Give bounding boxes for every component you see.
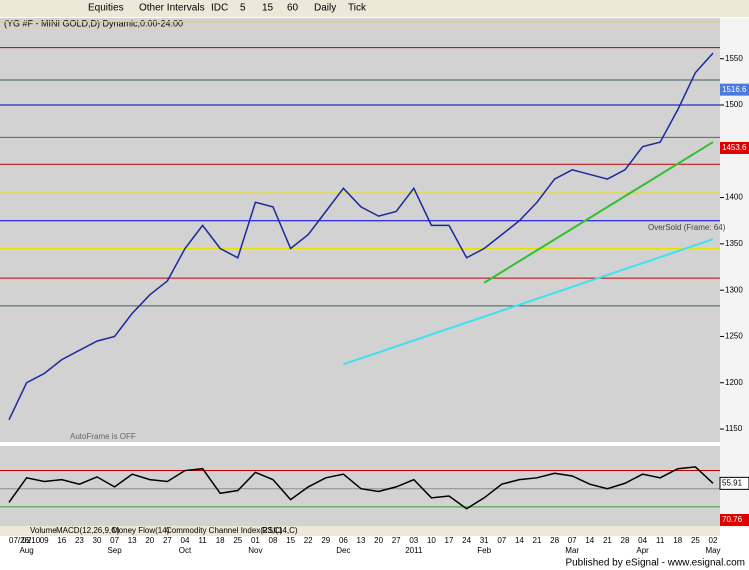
- x-tick-label: 01: [251, 536, 260, 545]
- x-tick-label: 25: [691, 536, 700, 545]
- y-tick-label: 1550: [725, 54, 743, 63]
- rsi-panel: [0, 446, 720, 526]
- footer: Published by eSignal - www.esignal.com: [565, 558, 745, 569]
- rsi-flag: [719, 476, 749, 490]
- x-tick-label: 13: [357, 536, 366, 545]
- tab[interactable]: Money Flow(14): [112, 526, 170, 535]
- x-tick-label: 04: [181, 536, 190, 545]
- y-tick-label: 1150: [725, 424, 743, 433]
- x-tick-label: 21: [603, 536, 612, 545]
- toolbar-item[interactable]: 15: [262, 3, 274, 14]
- x-tick-label: 09: [40, 536, 49, 545]
- toolbar-item[interactable]: Daily: [314, 3, 336, 14]
- rsi-flag-label: 55.91: [722, 478, 743, 487]
- x-tick-label: 25: [233, 536, 242, 545]
- x-tick-label: 18: [673, 536, 682, 545]
- x-tick-label: 02: [22, 536, 31, 545]
- price-panel: [0, 18, 720, 442]
- month-label: Mar: [565, 546, 579, 555]
- tab[interactable]: RSI(14,C): [262, 526, 298, 535]
- y-tick-label: 1350: [725, 239, 743, 248]
- x-tick-label: 29: [321, 536, 330, 545]
- price-flag: [720, 141, 749, 154]
- x-tick-label: 11: [198, 536, 207, 545]
- toolbar-item[interactable]: 60: [287, 3, 299, 14]
- price-line: [8, 52, 714, 421]
- x-tick-label: 07: [568, 536, 577, 545]
- month-label: Oct: [179, 546, 192, 555]
- indicator-tabs: [0, 526, 720, 536]
- x-tick-label: 07: [110, 536, 119, 545]
- toolbar: [0, 0, 749, 17]
- x-tick-label: 31: [480, 536, 489, 545]
- x-tick-label: 07/26/10: [9, 536, 41, 545]
- x-tick-label: 28: [621, 536, 630, 545]
- toolbar-item[interactable]: 5: [240, 3, 246, 14]
- x-tick-label: 23: [75, 536, 84, 545]
- annotation: OverSold (Frame: 64): [648, 223, 726, 232]
- price-flag: [720, 83, 749, 96]
- annotation: AutoFrame is OFF: [70, 432, 136, 441]
- month-label: Feb: [477, 546, 491, 555]
- x-tick-label: 14: [515, 536, 524, 545]
- x-tick-label: 17: [445, 536, 454, 545]
- x-tick-label: 22: [304, 536, 313, 545]
- tab[interactable]: Volume: [30, 526, 57, 535]
- toolbar-item[interactable]: Tick: [348, 3, 367, 14]
- x-tick-label: 08: [269, 536, 278, 545]
- x-tick-label: 10: [427, 536, 436, 545]
- x-tick-label: 21: [533, 536, 542, 545]
- x-tick-label: 15: [286, 536, 295, 545]
- x-tick-label: 16: [57, 536, 66, 545]
- month-label: Aug: [19, 546, 33, 555]
- y-tick-label: 1500: [725, 100, 743, 109]
- x-tick-label: 02: [709, 536, 718, 545]
- month-label: Dec: [336, 546, 350, 555]
- y-tick-label: 1250: [725, 332, 743, 341]
- rsi-flag-label: 70.76: [722, 515, 743, 524]
- month-label: May: [705, 546, 720, 555]
- toolbar-item[interactable]: Other Intervals: [139, 3, 205, 14]
- tab[interactable]: Commodity Channel Index(23,C): [166, 526, 283, 535]
- x-tick-label: 13: [128, 536, 137, 545]
- price-line: [8, 466, 714, 510]
- x-tick-label: 11: [656, 536, 665, 545]
- x-tick-label: 28: [550, 536, 559, 545]
- chart-title: (YG #F - MINI GOLD,D) Dynamic,0:00-24:00: [4, 18, 183, 28]
- x-tick-label: 27: [392, 536, 401, 545]
- y-tick-label: 1400: [725, 193, 743, 202]
- x-tick-label: 27: [163, 536, 172, 545]
- toolbar-item[interactable]: Equities: [88, 3, 124, 14]
- x-tick-label: 06: [339, 536, 348, 545]
- x-tick-label: 20: [145, 536, 154, 545]
- month-label: 2011: [405, 546, 423, 555]
- y-tick-label: 1200: [725, 378, 743, 387]
- toolbar-item[interactable]: IDC: [211, 3, 228, 14]
- x-tick-label: 14: [585, 536, 594, 545]
- x-tick-label: 30: [93, 536, 102, 545]
- month-label: Apr: [636, 546, 649, 555]
- value-axis: [720, 18, 749, 528]
- x-tick-label: 18: [216, 536, 225, 545]
- trendline: [343, 238, 714, 366]
- price-flag-label: 1516.6: [722, 85, 747, 94]
- price-flag-label: 1453.6: [722, 143, 747, 152]
- x-tick-label: 24: [462, 536, 471, 545]
- rsi-flag: [720, 514, 749, 526]
- y-tick-label: 1300: [725, 285, 743, 294]
- month-label: Nov: [248, 546, 262, 555]
- month-label: Sep: [107, 546, 122, 555]
- x-tick-label: 20: [374, 536, 383, 545]
- tab[interactable]: MACD(12,26,9,C): [56, 526, 120, 535]
- x-tick-label: 07: [497, 536, 506, 545]
- x-tick-label: 03: [409, 536, 418, 545]
- trendline: [483, 141, 714, 284]
- x-tick-label: 04: [638, 536, 647, 545]
